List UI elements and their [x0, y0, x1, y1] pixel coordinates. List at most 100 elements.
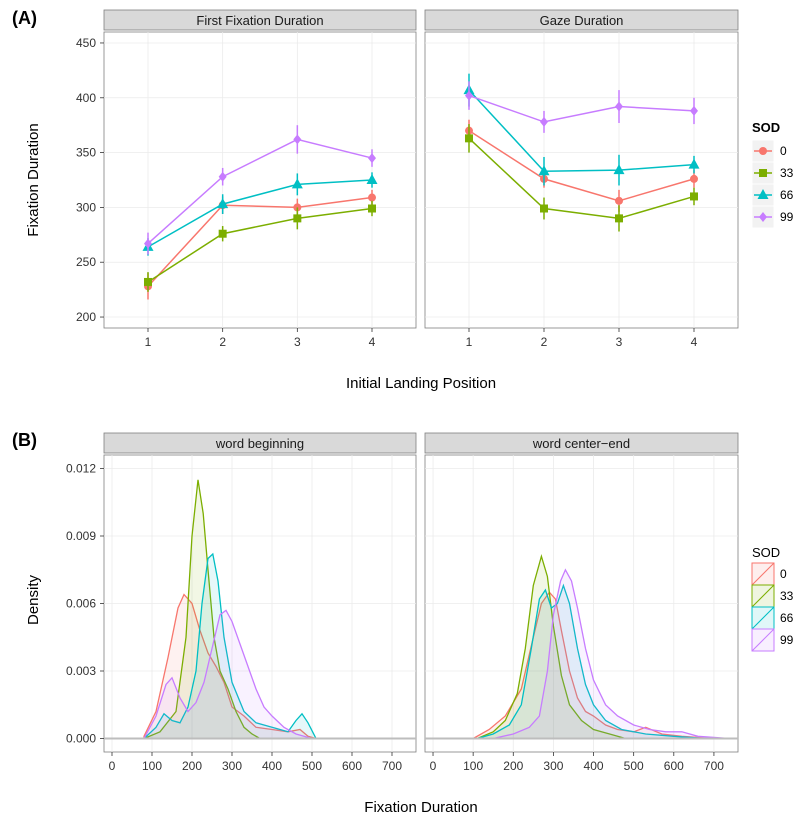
legend-key-diagonal [751, 628, 775, 652]
y-axis-label-a: Fixation Duration [25, 123, 42, 236]
panel-b: (B) Density Fixation Duration word begin… [12, 430, 794, 816]
y-tick-label: 0.003 [66, 664, 96, 678]
series-99 [144, 125, 376, 255]
legend-key-marker [759, 212, 767, 222]
series-line [468, 94, 695, 123]
data-point [218, 171, 227, 182]
data-point [690, 105, 698, 116]
facet-strip [103, 432, 417, 454]
data-point [291, 178, 303, 189]
x-tick-label: 100 [142, 759, 162, 773]
x-tick-label: 1 [466, 335, 473, 349]
facet-strip-label: First Fixation Duration [196, 13, 323, 28]
series-line [147, 138, 373, 245]
series-line [468, 130, 695, 202]
series-99 [465, 81, 698, 133]
plot-panel [424, 31, 739, 329]
data-point [690, 174, 698, 183]
y-tick-label: 450 [76, 36, 96, 50]
series-line [147, 179, 373, 248]
series-line [468, 89, 695, 172]
legend-key-diagonal [751, 562, 775, 586]
panel-a: (A) Fixation Duration Initial Landing Po… [12, 8, 794, 392]
series-line [147, 207, 373, 283]
legend-label: 33 [780, 589, 794, 603]
x-tick-label: 4 [369, 335, 376, 349]
series-33 [465, 124, 698, 232]
data-point [144, 277, 152, 286]
data-point [540, 116, 548, 127]
x-tick-label: 2 [219, 335, 226, 349]
density-curve-66 [477, 583, 706, 740]
legend-key-diagonal [751, 584, 775, 608]
legend-key-marker [757, 189, 769, 199]
x-tick-label: 4 [691, 335, 698, 349]
data-point [217, 198, 229, 209]
data-point [613, 164, 625, 175]
x-tick-label: 500 [624, 759, 644, 773]
x-tick-label: 0 [109, 759, 116, 773]
data-point [465, 90, 473, 101]
data-point [615, 101, 623, 112]
facet-strip-label: Gaze Duration [540, 13, 624, 28]
legend-title: SOD [752, 120, 780, 135]
data-point [293, 214, 302, 223]
x-axis-label-a: Initial Landing Position [346, 375, 496, 392]
facet-strip [103, 9, 417, 31]
density-curve-66 [142, 552, 318, 740]
y-tick-label: 300 [76, 200, 96, 214]
data-point [690, 192, 698, 201]
data-point [540, 204, 548, 213]
facet-strip-label: word beginning [215, 436, 304, 451]
x-tick-label: 600 [664, 759, 684, 773]
x-tick-label: 300 [543, 759, 563, 773]
facets-a: First Fixation Duration 1 2 3 4 200 250 300 350 4… [76, 9, 739, 349]
legend-key-marker [759, 147, 767, 155]
density-curve-99 [142, 609, 313, 740]
legend-label: 66 [780, 611, 794, 625]
facet-gaze-duration: Gaze Duration 1 2 3 4 [424, 9, 739, 349]
legend-label: 99 [780, 210, 794, 224]
y-axis-label-b: Density [25, 574, 42, 625]
x-tick-label: 400 [262, 759, 282, 773]
x-tick-label: 2 [541, 335, 548, 349]
x-axis-label-b: Fixation Duration [364, 799, 477, 816]
facet-word-center-end: word center−end 0 100 200 300 400 500 600 700 [424, 432, 739, 773]
y-tick-label: 0.000 [66, 732, 96, 746]
x-tick-label: 200 [503, 759, 523, 773]
series-66 [463, 73, 700, 186]
data-point [538, 165, 550, 176]
facet-strip [424, 432, 739, 454]
x-tick-label: 0 [430, 759, 437, 773]
facet-strip [424, 9, 739, 31]
y-tick-label: 250 [76, 255, 96, 269]
y-tick-label: 400 [76, 91, 96, 105]
series-line [468, 137, 695, 220]
legend-label: 0 [780, 567, 787, 581]
series-33 [144, 200, 376, 292]
legend-label: 33 [780, 166, 794, 180]
data-point [368, 193, 376, 202]
panel-tag-a: (A) [12, 8, 37, 28]
legend-label: 66 [780, 188, 794, 202]
series-line [147, 196, 373, 287]
data-point [218, 229, 227, 238]
x-tick-label: 600 [342, 759, 362, 773]
data-point [615, 196, 623, 205]
x-tick-label: 3 [294, 335, 301, 349]
density-curve-33 [476, 553, 626, 740]
x-tick-label: 700 [704, 759, 724, 773]
data-point [688, 158, 700, 169]
y-tick-label: 200 [76, 310, 96, 324]
facets-b: word beginning 0 100 200 300 400 500 600 700 0.00… [66, 432, 739, 773]
data-point [293, 134, 302, 145]
density-group [470, 553, 731, 740]
y-tick-label: 0.006 [66, 597, 96, 611]
legend-title: SOD [752, 545, 780, 560]
x-tick-label: 200 [182, 759, 202, 773]
y-tick-label: 0.012 [66, 462, 96, 476]
data-point [144, 238, 152, 249]
density-group [142, 479, 318, 740]
facet-word-beginning: word beginning 0 100 200 300 400 500 600 700 0.00… [66, 432, 417, 773]
